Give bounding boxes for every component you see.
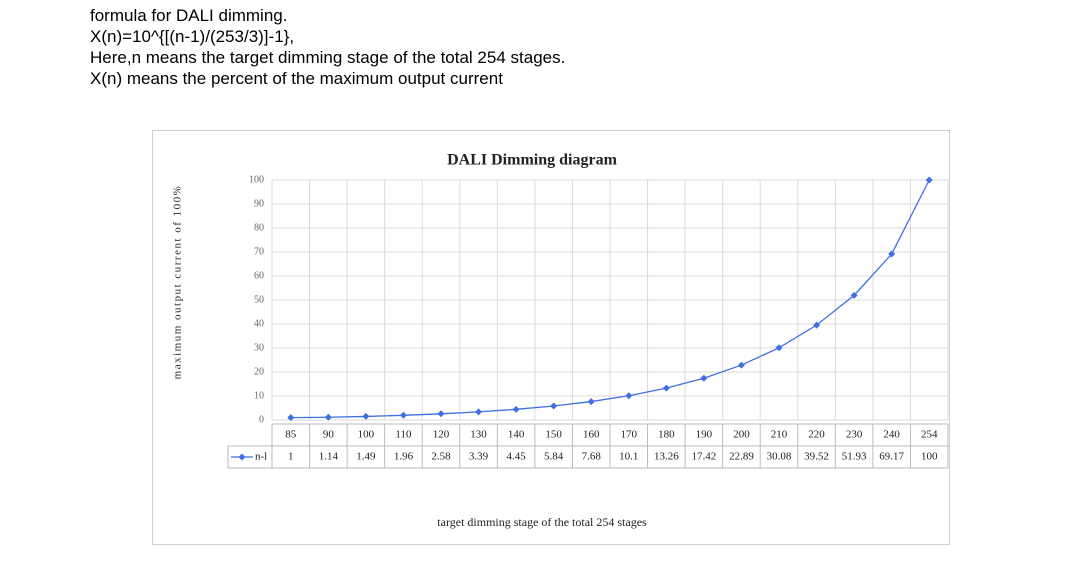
data-point xyxy=(813,321,821,329)
x-tick-label: 200 xyxy=(733,429,750,441)
data-point xyxy=(399,411,407,419)
table-value: 22.89 xyxy=(729,451,754,463)
data-point xyxy=(850,291,858,299)
data-point xyxy=(587,398,595,406)
x-tick-label: 90 xyxy=(323,429,335,441)
table-value: 17.42 xyxy=(692,451,717,463)
x-tick-label: 160 xyxy=(583,429,600,441)
table-value: 2.58 xyxy=(431,451,451,463)
x-tick-label: 170 xyxy=(621,429,638,441)
document-text: formula for DALI dimming. X(n)=10^{[(n-1… xyxy=(90,5,565,89)
text-line: X(n) means the percent of the maximum ou… xyxy=(90,69,503,88)
data-point xyxy=(324,413,332,421)
x-tick-label: 254 xyxy=(921,429,938,441)
x-tick-label: 85 xyxy=(285,429,297,441)
x-tick-label: 100 xyxy=(358,429,375,441)
x-tick-label: 210 xyxy=(771,429,788,441)
data-point xyxy=(512,405,520,413)
legend-marker xyxy=(238,453,246,461)
table-value: 1.14 xyxy=(319,451,339,463)
table-value: 10.1 xyxy=(619,451,638,463)
y-axis-label: maximum output current of 100% xyxy=(172,185,184,380)
y-tick-label: 80 xyxy=(254,222,264,233)
y-tick-label: 10 xyxy=(254,390,264,401)
data-point xyxy=(737,361,745,369)
y-tick-label: 60 xyxy=(254,270,264,281)
y-tick-label: 50 xyxy=(254,294,264,305)
x-tick-label: 180 xyxy=(658,429,675,441)
x-tick-label: 110 xyxy=(395,429,412,441)
data-point xyxy=(287,414,295,422)
data-point xyxy=(700,374,708,382)
data-point xyxy=(662,384,670,392)
data-point xyxy=(625,392,633,400)
table-value: 69.17 xyxy=(879,451,904,463)
chart-title: DALI Dimming diagram xyxy=(447,152,617,169)
y-tick-label: 40 xyxy=(254,318,264,329)
data-point xyxy=(362,412,370,420)
y-tick-label: 20 xyxy=(254,366,264,377)
table-value: 51.93 xyxy=(842,451,867,463)
text-line: X(n)=10^{[(n-1)/(253/3)]-1}, xyxy=(90,27,295,46)
x-tick-label: 190 xyxy=(696,429,713,441)
table-value: 39.52 xyxy=(804,451,829,463)
legend-label: n-l xyxy=(255,451,267,463)
y-tick-label: 30 xyxy=(254,342,264,353)
x-axis-label: target dimming stage of the total 254 st… xyxy=(437,515,647,529)
text-line: formula for DALI dimming. xyxy=(90,6,288,25)
x-tick-label: 240 xyxy=(883,429,900,441)
x-tick-label: 120 xyxy=(433,429,450,441)
table-value: 5.84 xyxy=(544,451,564,463)
x-tick-label: 230 xyxy=(846,429,863,441)
data-point xyxy=(550,402,558,410)
data-point xyxy=(775,344,783,352)
table-value: 1.96 xyxy=(394,451,414,463)
data-point xyxy=(925,176,933,184)
table-value: 1.49 xyxy=(356,451,376,463)
table-value: 100 xyxy=(921,451,938,463)
table-value: 30.08 xyxy=(767,451,792,463)
text-line: Here,n means the target dimming stage of… xyxy=(90,48,566,67)
x-tick-label: 150 xyxy=(545,429,562,441)
x-tick-label: 140 xyxy=(508,429,525,441)
data-point xyxy=(475,408,483,416)
x-tick-label: 220 xyxy=(808,429,825,441)
table-value: 7.68 xyxy=(582,451,602,463)
chart-frame xyxy=(152,130,950,545)
y-tick-label: 100 xyxy=(249,174,264,185)
table-value: 1 xyxy=(288,451,294,463)
table-value: 4.45 xyxy=(506,451,526,463)
x-tick-label: 130 xyxy=(470,429,487,441)
series-line xyxy=(290,179,930,419)
data-point xyxy=(437,410,445,418)
table-value: 13.26 xyxy=(654,451,679,463)
y-tick-label: 90 xyxy=(254,198,264,209)
y-tick-label: 70 xyxy=(254,246,264,257)
y-tick-label: 0 xyxy=(259,414,264,425)
table-value: 3.39 xyxy=(469,451,489,463)
data-point xyxy=(888,250,896,258)
